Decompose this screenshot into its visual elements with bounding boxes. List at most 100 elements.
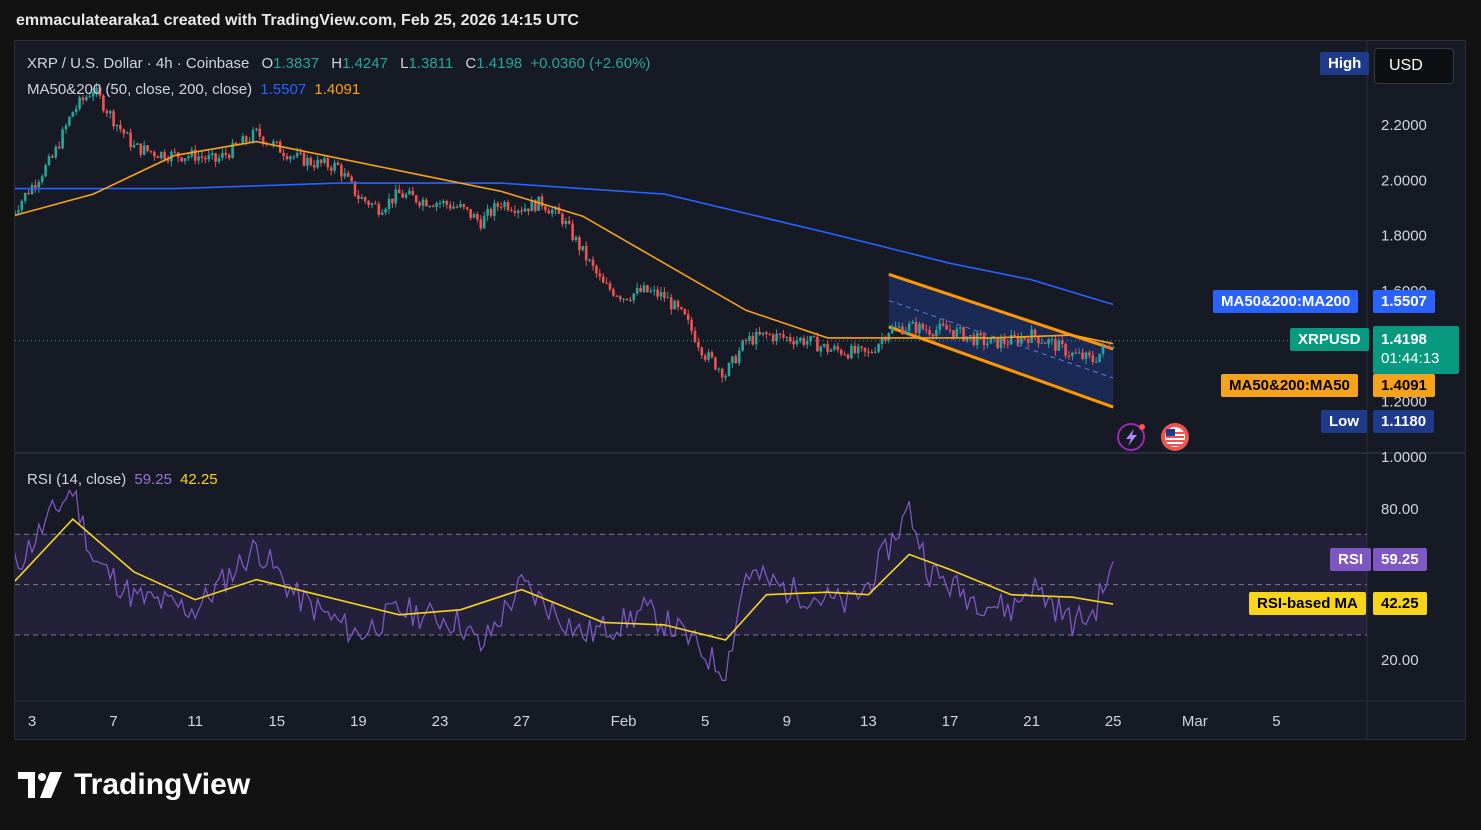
candle-body xyxy=(438,202,442,204)
price-tick-label: 1.2000 xyxy=(1381,394,1427,411)
candle-body xyxy=(707,352,710,360)
candle-body xyxy=(17,210,20,213)
candle-body xyxy=(374,203,377,205)
lightning-event-icon xyxy=(1126,429,1137,446)
candle-body xyxy=(71,111,75,117)
chart-canvas[interactable]: 2.20002.00001.80001.60001.20001.00003711… xyxy=(15,41,1466,740)
candle-body xyxy=(700,347,704,356)
candle-body xyxy=(27,192,30,195)
time-tick-label: Feb xyxy=(611,713,637,730)
candle-body xyxy=(873,351,877,353)
candle-body xyxy=(506,202,510,210)
candle-body xyxy=(931,334,935,337)
low-value: 1.3811 xyxy=(408,55,454,72)
candle-body xyxy=(785,336,789,338)
candle-body xyxy=(907,323,911,331)
tradingview-brand[interactable]: TradingView xyxy=(18,768,250,802)
close-value: 1.4198 xyxy=(476,55,523,72)
high-button[interactable]: High xyxy=(1320,52,1370,75)
candle-body xyxy=(625,298,629,300)
candle-body xyxy=(540,196,544,207)
candle-body xyxy=(445,200,449,205)
candle-body xyxy=(836,346,840,350)
candle-body xyxy=(1101,345,1105,354)
us-flag-icon xyxy=(1166,444,1184,446)
candle-body xyxy=(435,203,438,207)
candle-body xyxy=(244,136,248,142)
candle-body xyxy=(829,349,833,352)
high-label: H xyxy=(331,55,343,72)
candle-body xyxy=(979,333,982,336)
candle-body xyxy=(887,333,891,341)
candle-body xyxy=(258,128,262,137)
candle-body xyxy=(921,323,925,330)
candle-body xyxy=(561,213,564,225)
candle-body xyxy=(37,181,41,188)
open-value: 1.3837 xyxy=(273,55,320,72)
candle-body xyxy=(591,259,595,266)
candle-body xyxy=(156,156,160,159)
candle-body xyxy=(285,155,289,160)
rsi-tag-value: 59.25 xyxy=(1373,548,1427,571)
candle-body xyxy=(503,202,506,207)
candle-body xyxy=(782,334,785,338)
candle-body xyxy=(486,208,489,216)
candle-body xyxy=(608,283,612,290)
time-tick-label: 17 xyxy=(942,713,959,730)
candle-body xyxy=(316,159,319,168)
candle-body xyxy=(353,181,357,196)
candle-body xyxy=(632,293,636,301)
candle-body xyxy=(217,157,221,162)
candle-body xyxy=(1098,353,1101,362)
currency-selector[interactable]: USD xyxy=(1374,48,1454,84)
candle-body xyxy=(275,141,279,143)
rsi-title[interactable]: RSI (14, close) xyxy=(27,471,127,488)
candle-body xyxy=(955,328,959,337)
candle-body xyxy=(986,343,989,346)
candle-body xyxy=(615,295,619,297)
candle-body xyxy=(459,204,462,208)
candle-body xyxy=(748,336,751,341)
candle-body xyxy=(547,210,551,214)
candle-body xyxy=(414,195,418,203)
candle-body xyxy=(54,146,58,158)
candle-body xyxy=(945,325,948,330)
time-tick-label: 5 xyxy=(701,713,709,730)
candle-body xyxy=(870,352,874,354)
candle-body xyxy=(40,176,44,182)
candle-body xyxy=(941,323,945,326)
candle-body xyxy=(292,156,296,158)
candle-body xyxy=(180,157,183,162)
candle-body xyxy=(493,203,496,216)
candle-body xyxy=(996,336,999,348)
close-label: C xyxy=(465,55,477,72)
candle-body xyxy=(1013,334,1016,337)
candle-body xyxy=(1081,352,1084,359)
time-tick-label: 7 xyxy=(109,713,117,730)
symbol-title[interactable]: XRP / U.S. Dollar · 4h · Coinbase xyxy=(27,55,250,72)
low-tag-label: Low xyxy=(1321,410,1367,433)
candles-group xyxy=(15,82,1115,383)
candle-body xyxy=(975,333,979,346)
candle-body xyxy=(833,346,836,350)
candle-body xyxy=(343,173,347,177)
candle-body xyxy=(843,354,846,356)
candle-body xyxy=(108,111,112,114)
candle-body xyxy=(510,209,513,211)
candle-body xyxy=(119,124,122,130)
candle-body xyxy=(1043,342,1047,344)
lightning-event-icon xyxy=(1117,423,1145,451)
ma-title[interactable]: MA50&200 (50, close, 200, close) xyxy=(27,81,253,98)
candle-body xyxy=(544,206,547,211)
candle-body xyxy=(574,237,578,241)
candle-body xyxy=(377,203,381,215)
candle-body xyxy=(567,220,571,224)
candle-body xyxy=(751,336,755,345)
candle-body xyxy=(74,108,78,112)
candle-body xyxy=(431,205,435,207)
ma200-line xyxy=(15,182,1114,306)
candle-body xyxy=(47,156,51,166)
last-price-value: 1.4198 xyxy=(1381,331,1427,348)
candle-body xyxy=(1067,355,1071,357)
chart-frame[interactable]: 2.20002.00001.80001.60001.20001.00003711… xyxy=(14,40,1466,740)
